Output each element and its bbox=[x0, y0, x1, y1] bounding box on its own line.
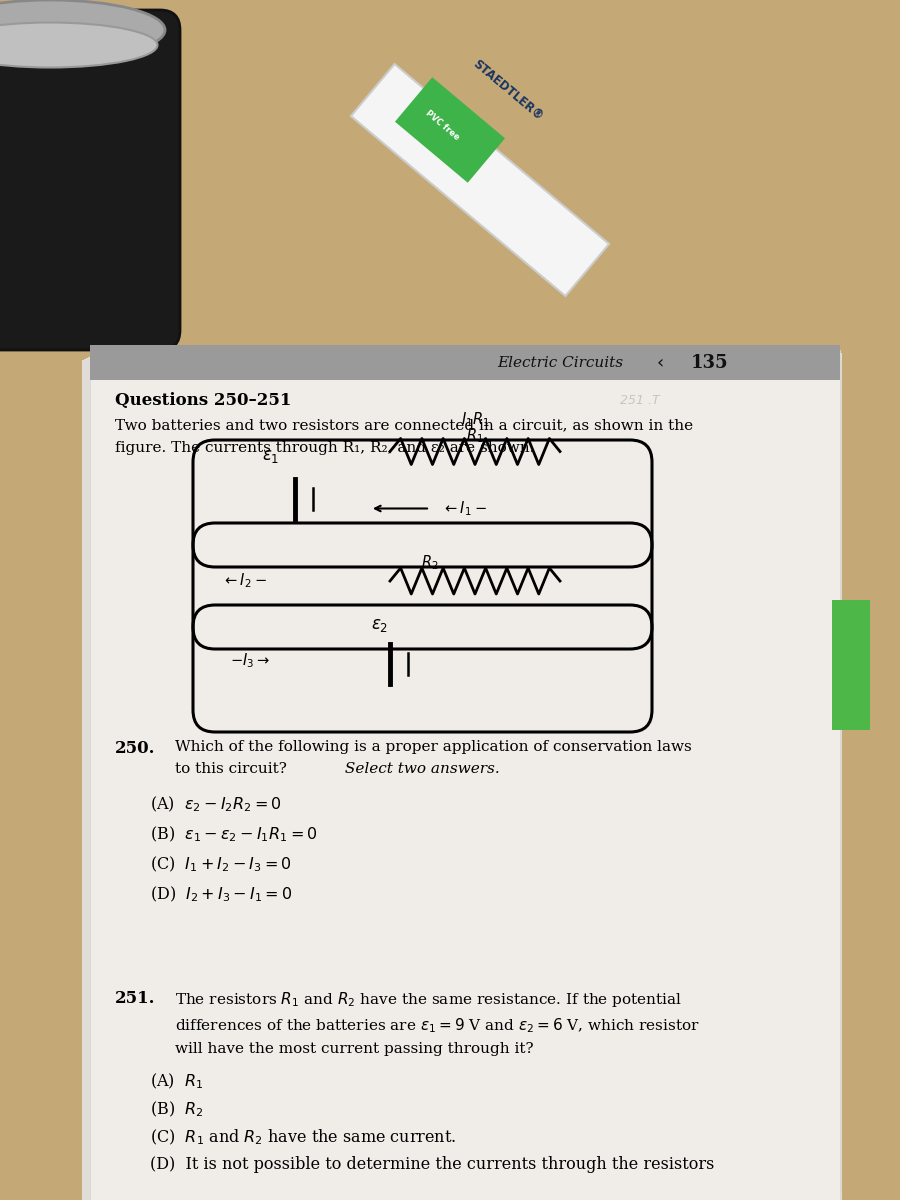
Text: Select two answers.: Select two answers. bbox=[340, 762, 500, 776]
Bar bbox=[96, 353, 842, 1200]
Text: $R_2$: $R_2$ bbox=[421, 553, 439, 572]
Text: Two batteries and two resistors are connected in a circuit, as shown in the: Two batteries and two resistors are conn… bbox=[115, 418, 693, 432]
Text: $R_1$: $R_1$ bbox=[466, 426, 484, 445]
Text: (C)  $I_1+I_2 - I_3 = 0$: (C) $I_1+I_2 - I_3 = 0$ bbox=[150, 854, 292, 875]
Text: PVC free: PVC free bbox=[423, 108, 461, 142]
Text: $\varepsilon_1$: $\varepsilon_1$ bbox=[262, 448, 280, 464]
Text: Electric Circuits: Electric Circuits bbox=[497, 356, 623, 370]
Text: figure. The currents through R₁, R₂, and ε₂ are shown.: figure. The currents through R₁, R₂, and… bbox=[115, 440, 535, 455]
Text: $-I_3\rightarrow$: $-I_3\rightarrow$ bbox=[230, 652, 270, 670]
Bar bbox=[90, 350, 840, 1200]
Bar bbox=[88, 358, 842, 1200]
Bar bbox=[90, 346, 840, 380]
Text: (D)  $I_2+I_3 - I_1 = 0$: (D) $I_2+I_3 - I_1 = 0$ bbox=[150, 886, 292, 905]
Bar bbox=[94, 354, 842, 1200]
Text: ‹: ‹ bbox=[656, 354, 663, 372]
Bar bbox=[0, 0, 900, 370]
Text: 251 .T: 251 .T bbox=[620, 394, 660, 407]
Ellipse shape bbox=[0, 23, 158, 67]
Text: $\leftarrow I_2-$: $\leftarrow I_2-$ bbox=[222, 571, 266, 590]
Polygon shape bbox=[351, 64, 609, 296]
Text: (A)  $\varepsilon_2 - I_2R_2 = 0$: (A) $\varepsilon_2 - I_2R_2 = 0$ bbox=[150, 794, 282, 815]
Text: (C)  $R_1$ and $R_2$ have the same current.: (C) $R_1$ and $R_2$ have the same curren… bbox=[150, 1128, 456, 1147]
Text: Which of the following is a proper application of conservation laws: Which of the following is a proper appli… bbox=[175, 740, 692, 754]
Text: 250.: 250. bbox=[115, 740, 156, 757]
Text: $\varepsilon_2$: $\varepsilon_2$ bbox=[372, 617, 389, 634]
Text: STAEDTLER®: STAEDTLER® bbox=[471, 58, 545, 122]
Text: The resistors $R_1$ and $R_2$ have the same resistance. If the potential: The resistors $R_1$ and $R_2$ have the s… bbox=[175, 990, 682, 1009]
Bar bbox=[90, 356, 842, 1200]
Bar bbox=[86, 358, 842, 1200]
FancyBboxPatch shape bbox=[0, 10, 180, 350]
Text: $I_1R_1$: $I_1R_1$ bbox=[461, 410, 490, 428]
Text: $\leftarrow I_1-$: $\leftarrow I_1-$ bbox=[442, 499, 487, 518]
Text: to this circuit?: to this circuit? bbox=[175, 762, 287, 776]
Bar bbox=[832, 600, 870, 730]
Text: (D)  It is not possible to determine the currents through the resistors: (D) It is not possible to determine the … bbox=[150, 1156, 715, 1174]
Text: will have the most current passing through it?: will have the most current passing throu… bbox=[175, 1042, 534, 1056]
Bar bbox=[84, 359, 842, 1200]
Text: Questions 250–251: Questions 250–251 bbox=[115, 391, 292, 408]
Text: (B)  $\varepsilon_1-\varepsilon_2 - I_1R_1 = 0$: (B) $\varepsilon_1-\varepsilon_2 - I_1R_… bbox=[150, 826, 318, 845]
Text: 251.: 251. bbox=[115, 990, 156, 1007]
Text: 135: 135 bbox=[691, 354, 729, 372]
Bar bbox=[92, 355, 842, 1200]
Polygon shape bbox=[395, 77, 505, 182]
Text: (B)  $R_2$: (B) $R_2$ bbox=[150, 1100, 203, 1120]
Bar bbox=[82, 360, 842, 1200]
Ellipse shape bbox=[0, 0, 165, 60]
Text: differences of the batteries are $\varepsilon_1 = 9$ V and $\varepsilon_2 = 6$ V: differences of the batteries are $\varep… bbox=[175, 1016, 700, 1034]
Text: (A)  $R_1$: (A) $R_1$ bbox=[150, 1072, 203, 1092]
